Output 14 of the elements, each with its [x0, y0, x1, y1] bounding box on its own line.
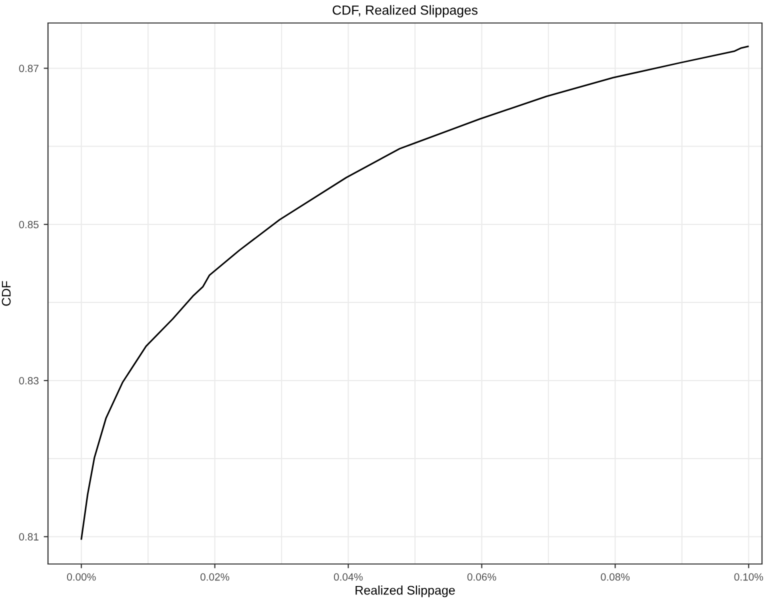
- y-tick-label: 0.81: [19, 533, 38, 541]
- chart-title: CDF, Realized Slippages: [332, 5, 478, 18]
- x-tick-label: 0.00%: [67, 573, 96, 581]
- x-tick-label: 0.04%: [334, 573, 363, 581]
- x-tick-label: 0.02%: [200, 573, 230, 581]
- y-tick-label: 0.83: [19, 377, 39, 384]
- y-tick-label: 0.85: [19, 220, 39, 228]
- x-tick-label: 0.10%: [734, 573, 764, 581]
- y-axis-title: CDF: [2, 281, 11, 306]
- line-series: [80, 46, 749, 540]
- x-tick-label: 0.06%: [467, 573, 496, 581]
- y-tick-label: 0.87: [19, 64, 38, 72]
- x-axis-title: Realized Slippage: [356, 586, 455, 598]
- x-tick-label: 0.08%: [600, 573, 630, 581]
